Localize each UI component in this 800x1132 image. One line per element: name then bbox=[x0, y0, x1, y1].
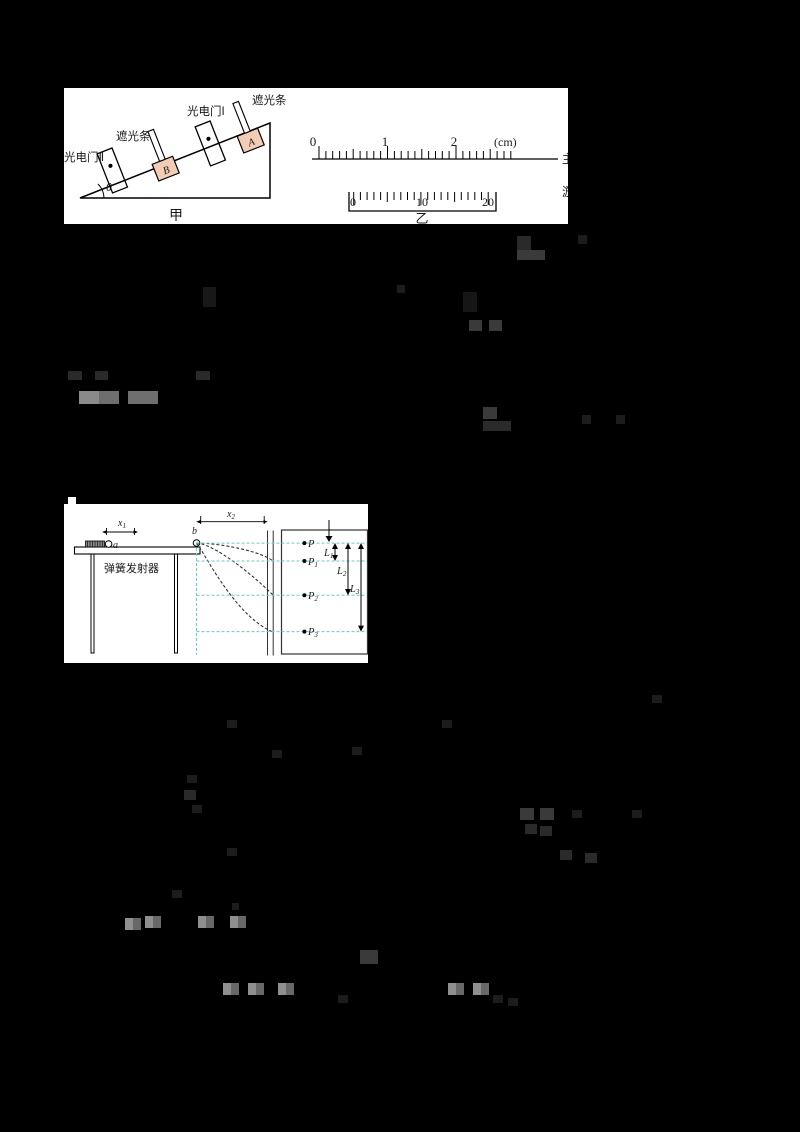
svg-text:10: 10 bbox=[416, 195, 428, 209]
svg-text:2: 2 bbox=[451, 134, 458, 149]
svg-text:0: 0 bbox=[350, 195, 356, 209]
svg-text:L1: L1 bbox=[323, 548, 333, 560]
svg-text:甲: 甲 bbox=[169, 207, 183, 223]
svg-text:乙: 乙 bbox=[415, 211, 428, 224]
svg-text:P3: P3 bbox=[307, 627, 318, 639]
svg-text:x2: x2 bbox=[226, 509, 235, 521]
svg-text:b: b bbox=[192, 526, 197, 537]
svg-text:L3: L3 bbox=[349, 584, 360, 596]
svg-text:L2: L2 bbox=[336, 566, 347, 578]
svg-text:a: a bbox=[113, 540, 118, 551]
svg-text:光电门I: 光电门I bbox=[187, 104, 225, 118]
svg-text:θ: θ bbox=[106, 180, 112, 194]
svg-text:20: 20 bbox=[482, 195, 494, 209]
svg-text:游标: 游标 bbox=[562, 185, 568, 199]
svg-text:光电门Ⅱ: 光电门Ⅱ bbox=[64, 150, 104, 164]
svg-text:P2: P2 bbox=[307, 591, 318, 603]
svg-text:0: 0 bbox=[310, 134, 317, 149]
svg-text:P: P bbox=[307, 539, 315, 550]
svg-text:P1: P1 bbox=[307, 557, 318, 569]
svg-text:(cm): (cm) bbox=[494, 135, 517, 149]
svg-text:遮光条: 遮光条 bbox=[116, 129, 151, 143]
svg-text:主尺: 主尺 bbox=[562, 152, 568, 166]
svg-text:遮光条: 遮光条 bbox=[252, 93, 287, 107]
svg-text:x1: x1 bbox=[117, 518, 126, 530]
svg-text:弹簧发射器: 弹簧发射器 bbox=[104, 561, 159, 575]
svg-text:1: 1 bbox=[382, 134, 389, 149]
